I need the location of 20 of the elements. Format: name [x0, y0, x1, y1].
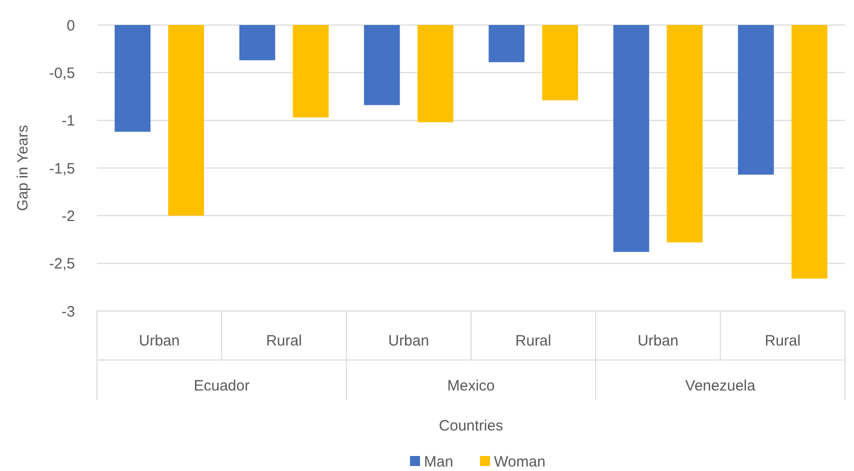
x-tick-label: Rural — [266, 332, 302, 350]
text: Ecuador — [194, 377, 250, 394]
y-tick-label: -2,5 — [49, 256, 75, 273]
y-tick-label: -1 — [62, 112, 75, 130]
x-tick-label: Urban — [638, 332, 678, 350]
x-axis-title: Countries — [438, 417, 504, 434]
x-tick-label: Rural — [764, 332, 801, 350]
y-tick-label: -3 — [62, 303, 75, 320]
y-tick-label: -1,5 — [49, 160, 75, 178]
x-tick-label: Urban — [388, 332, 430, 350]
x-tick-label: Urban — [138, 332, 180, 350]
y-axis-title: Gap in Years — [14, 125, 32, 211]
legend-label: Woman — [494, 453, 546, 470]
text: Venezuela — [685, 377, 756, 394]
legend-label: Man — [424, 453, 454, 470]
y-tick-label: -0,5 — [49, 64, 75, 82]
text: Mexico — [447, 377, 495, 394]
y-tick-label: -2 — [62, 208, 75, 225]
y-tick-label: 0 — [66, 17, 75, 34]
x-tick-label: Rural — [515, 332, 552, 350]
